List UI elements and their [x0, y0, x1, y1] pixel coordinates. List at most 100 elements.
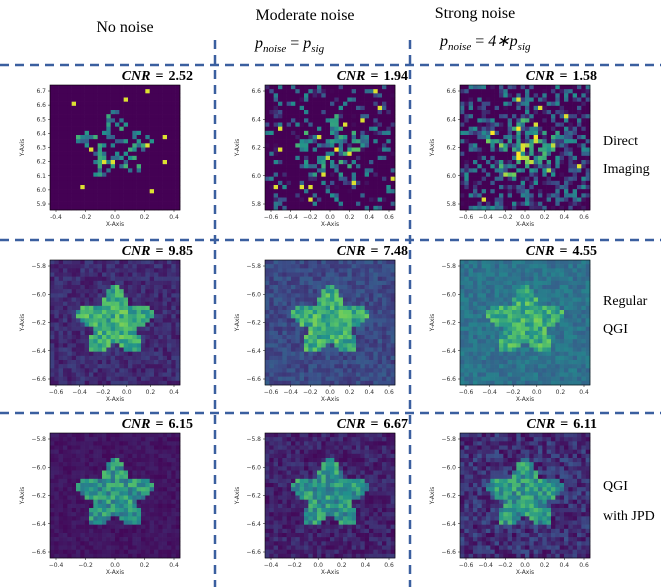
pixel — [538, 281, 543, 285]
x-tick-label: −0.6 — [264, 389, 279, 396]
pixel — [560, 193, 565, 197]
pixel — [287, 118, 292, 122]
pixel — [132, 293, 137, 297]
pixel — [317, 93, 322, 97]
pixel — [464, 260, 469, 264]
pixel — [154, 164, 159, 168]
pixel — [89, 377, 94, 381]
pixel — [326, 368, 331, 372]
pixel — [581, 198, 586, 202]
pixel — [93, 102, 98, 106]
pixel — [115, 156, 120, 160]
pixel — [167, 93, 172, 97]
pixel — [568, 193, 573, 197]
pixel — [93, 160, 98, 164]
y-axis-label: Y-Axis — [234, 314, 241, 332]
pixel — [163, 327, 168, 331]
y-tick-label: −6.4 — [31, 348, 46, 355]
pixel — [495, 189, 500, 193]
pixel — [308, 293, 313, 297]
pixel — [265, 293, 270, 297]
pixel — [63, 102, 68, 106]
pixel — [141, 373, 146, 377]
pixel — [365, 193, 370, 197]
pixel — [167, 285, 172, 289]
pixel — [80, 164, 85, 168]
pixel — [477, 293, 482, 297]
pixel — [50, 364, 55, 368]
pixel — [274, 85, 279, 89]
pixel — [464, 131, 469, 135]
pixel — [326, 264, 331, 268]
x-tick-label: 0.6 — [579, 214, 589, 221]
pixel — [93, 293, 98, 297]
pixel — [304, 102, 309, 106]
pixel — [124, 181, 129, 185]
pixel — [171, 143, 176, 147]
pixel — [265, 323, 270, 327]
pixel — [124, 118, 129, 122]
pixel — [378, 298, 383, 302]
pixel — [98, 106, 103, 110]
pixel — [265, 339, 270, 343]
pixel — [369, 352, 374, 356]
pixel — [111, 139, 116, 143]
pixel — [98, 260, 103, 264]
pixel — [542, 131, 547, 135]
pixel — [313, 373, 318, 377]
pixel — [369, 348, 374, 352]
pixel — [499, 173, 504, 177]
pixel — [269, 298, 274, 302]
pixel — [356, 89, 361, 93]
pixel — [72, 148, 77, 152]
pixel — [347, 123, 352, 127]
pixel — [313, 135, 318, 139]
pixel — [330, 85, 335, 89]
pixel — [586, 206, 591, 210]
pixel — [473, 273, 478, 277]
pixel — [321, 302, 326, 306]
pixel — [50, 156, 55, 160]
pixel — [313, 306, 318, 310]
pixel — [137, 110, 142, 114]
pixel — [577, 264, 582, 268]
pixel — [98, 98, 103, 102]
pixel — [581, 152, 586, 156]
pixel — [145, 168, 150, 172]
pixel — [295, 260, 300, 264]
pixel — [76, 314, 81, 318]
pixel — [317, 356, 322, 360]
pixel — [308, 356, 313, 360]
pixel — [356, 139, 361, 143]
pixel — [132, 356, 137, 360]
pixel — [313, 298, 318, 302]
pixel — [382, 343, 387, 347]
pixel — [551, 285, 556, 289]
pixel — [378, 143, 383, 147]
pixel — [334, 327, 339, 331]
pixel — [269, 356, 274, 360]
pixel — [111, 352, 116, 356]
pixel — [119, 181, 124, 185]
pixel — [473, 139, 478, 143]
pixel — [76, 323, 81, 327]
formula-sub: noise — [448, 41, 471, 53]
pixel — [89, 177, 94, 181]
pixel — [326, 164, 331, 168]
pixel — [330, 327, 335, 331]
pixel — [391, 368, 396, 372]
pixel — [547, 293, 552, 297]
pixel — [154, 302, 159, 306]
pixel — [330, 285, 335, 289]
pixel — [59, 335, 64, 339]
pixel — [525, 189, 530, 193]
pixel — [373, 360, 378, 364]
pixel — [490, 110, 495, 114]
pixel — [141, 339, 146, 343]
pixel — [334, 193, 339, 197]
pixel — [111, 98, 116, 102]
pixel — [542, 114, 547, 118]
pixel — [356, 206, 361, 210]
pixel — [482, 85, 487, 89]
pixel — [369, 302, 374, 306]
